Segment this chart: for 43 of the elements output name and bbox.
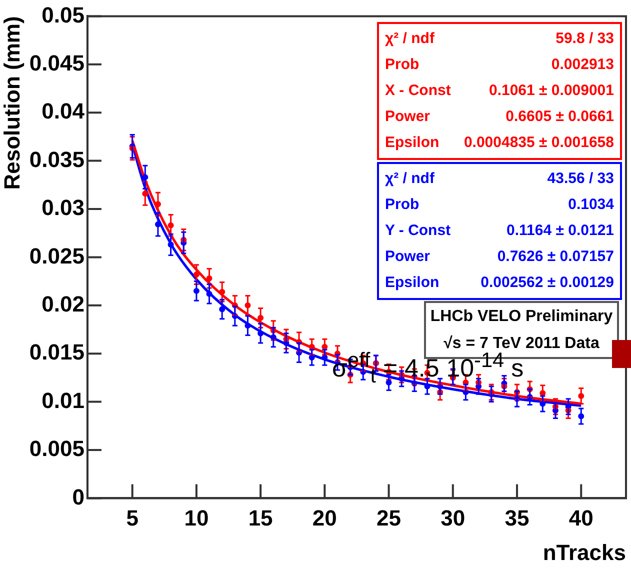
y-tick-label: 0.05 <box>42 2 84 28</box>
x-tick-label: 15 <box>248 505 273 530</box>
y-tick-label: 0.03 <box>42 195 84 220</box>
y-tick-label: 0 <box>72 484 84 510</box>
x-tick-label: 5 <box>126 505 138 530</box>
annotation: 0.002562 ± 0.00129 <box>480 273 614 293</box>
annotation: LHCb VELO Preliminary <box>429 307 614 327</box>
annotation: Power <box>385 247 432 267</box>
annotation: 59.8 / 33 <box>554 29 614 49</box>
annotation: 0.1164 ± 0.0121 <box>506 221 614 241</box>
x-tick-label: 40 <box>568 505 594 530</box>
annotation: χ² / ndf <box>385 169 436 189</box>
y-axis-title: Resolution (mm) <box>0 16 24 190</box>
annotation: Power <box>385 107 432 127</box>
annotation: 0.1061 ± 0.009001 <box>488 81 614 101</box>
annotation: √s = 7 TeV 2011 Data <box>444 335 600 352</box>
annotation: 0.002913 <box>550 55 614 75</box>
y-tick-label: 0.005 <box>29 436 84 462</box>
annotation: 0.0004835 ± 0.001658 <box>462 133 614 153</box>
annotation: Prob <box>385 195 420 215</box>
x-tick-label: 35 <box>504 505 530 530</box>
annotation: 0.7626 ± 0.07157 <box>496 247 614 267</box>
annotation: χ² / ndf <box>385 29 436 49</box>
y-tick-label: 0.01 <box>42 388 84 413</box>
annotation: Prob <box>385 55 420 75</box>
annotation: 43.56 / 33 <box>546 169 614 189</box>
annotation: 0.6605 ± 0.0661 <box>504 107 614 127</box>
x-tick-label: 10 <box>184 505 209 530</box>
x-tick-label: 30 <box>440 505 466 530</box>
annotation: Y - Const <box>385 221 451 241</box>
y-tick-label: 0.02 <box>42 291 84 316</box>
x-tick-label: 20 <box>312 505 337 530</box>
annotation: X - Const <box>385 81 451 101</box>
y-tick-label: 0.015 <box>29 340 84 365</box>
annotation: Epsilon <box>385 133 440 153</box>
annotation: Epsilon <box>385 273 440 293</box>
x-axis-title: nTracks <box>542 540 626 565</box>
y-tick-label: 0.035 <box>29 146 84 172</box>
y-tick-label: 0.025 <box>29 243 84 268</box>
y-tick-label: 0.04 <box>42 98 86 124</box>
y-tick-label: 0.045 <box>29 50 84 76</box>
annotation: 0.1034 <box>567 195 614 215</box>
x-tick-label: 25 <box>376 505 402 530</box>
